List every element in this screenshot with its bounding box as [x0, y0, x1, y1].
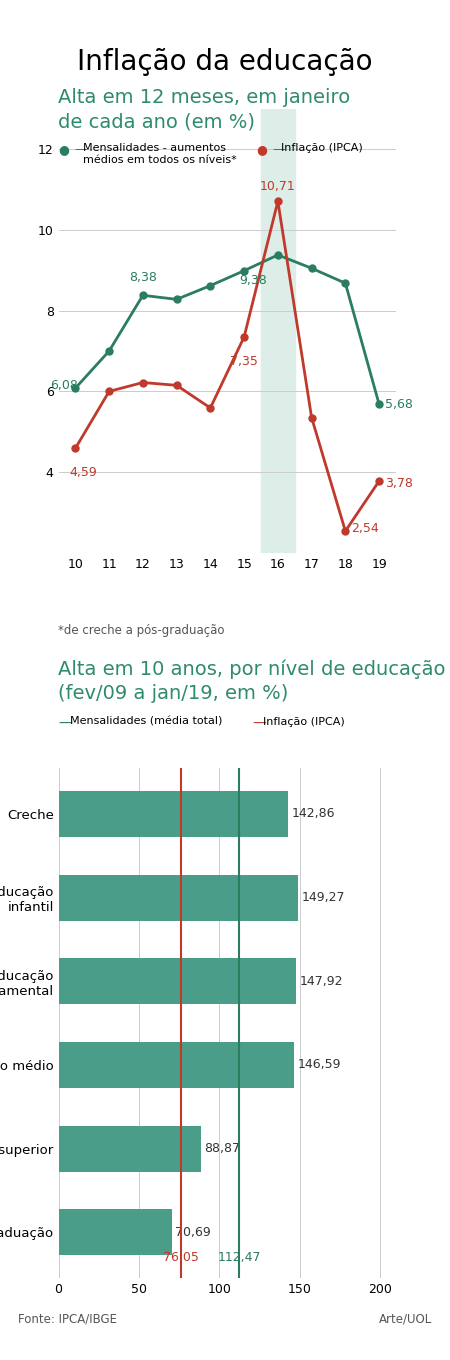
Text: —: —	[272, 143, 285, 156]
Text: 88,87: 88,87	[205, 1142, 241, 1155]
Text: 70,69: 70,69	[176, 1225, 211, 1239]
Text: Alta em 10 anos, por nível de educação
(fev/09 a jan/19, em %): Alta em 10 anos, por nível de educação (…	[58, 660, 446, 703]
Text: 2,54: 2,54	[351, 522, 379, 534]
Text: Alta em 12 meses, em janeiro
de cada ano (em %): Alta em 12 meses, em janeiro de cada ano…	[58, 88, 351, 132]
Text: 146,59: 146,59	[297, 1058, 341, 1072]
Text: 142,86: 142,86	[291, 808, 335, 820]
Text: —: —	[74, 143, 87, 156]
Text: 10,71: 10,71	[260, 180, 296, 193]
Bar	[58, 959, 296, 1004]
Bar	[58, 1126, 201, 1171]
Bar	[58, 874, 298, 921]
Text: —: —	[58, 717, 72, 730]
Text: Inflação (IPCA): Inflação (IPCA)	[281, 143, 363, 152]
Text: Arte/UOL: Arte/UOL	[379, 1312, 432, 1326]
Text: 147,92: 147,92	[299, 975, 343, 987]
Text: 6,08: 6,08	[50, 379, 78, 392]
Bar	[58, 1042, 294, 1088]
Text: 76,05: 76,05	[163, 1251, 198, 1265]
Text: 8,38: 8,38	[129, 271, 157, 284]
Text: ●: ●	[256, 143, 267, 156]
Bar	[261, 109, 295, 554]
Text: Mensalidades - aumentos
médios em todos os níveis*: Mensalidades - aumentos médios em todos …	[83, 143, 237, 165]
Text: Inflação (IPCA): Inflação (IPCA)	[263, 717, 345, 726]
Text: *de creche a pós-graduação: *de creche a pós-graduação	[58, 624, 225, 636]
Text: —: —	[252, 717, 266, 730]
Text: 5,68: 5,68	[385, 398, 413, 411]
Text: Fonte: IPCA/IBGE: Fonte: IPCA/IBGE	[18, 1312, 117, 1326]
Text: 9,38: 9,38	[239, 275, 267, 287]
Text: Mensalidades (média total): Mensalidades (média total)	[70, 717, 222, 726]
Text: 149,27: 149,27	[302, 891, 345, 904]
Bar	[58, 1209, 172, 1255]
Text: 3,78: 3,78	[385, 477, 413, 491]
Text: 112,47: 112,47	[217, 1251, 261, 1265]
Bar	[58, 792, 288, 836]
Text: ●: ●	[58, 143, 69, 156]
Text: 7,35: 7,35	[230, 355, 258, 369]
Text: 4,59: 4,59	[70, 466, 98, 479]
Text: Inflação da educação: Inflação da educação	[77, 48, 373, 76]
